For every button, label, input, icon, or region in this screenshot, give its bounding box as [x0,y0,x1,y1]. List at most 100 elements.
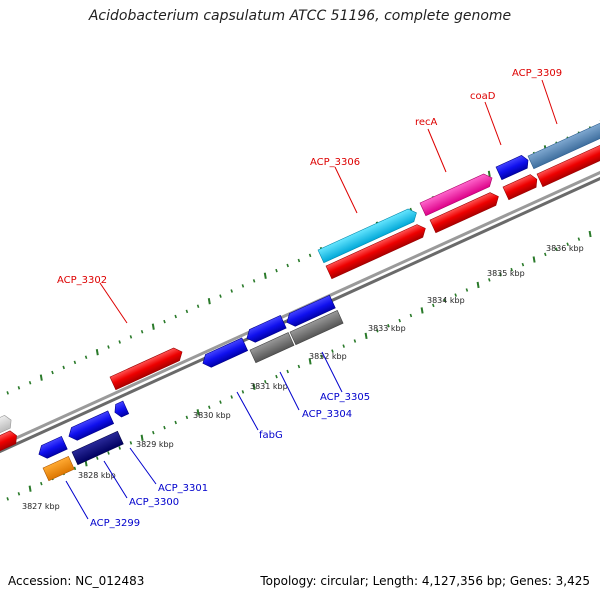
gene-arrow-red-1[interactable] [325,222,428,280]
leader-line [129,447,157,485]
tick-mark-major [151,323,155,330]
leader-line [321,351,343,393]
tick-track-lower [6,230,592,501]
tick-label: 3834 kbp [427,296,465,305]
tick-track-upper [6,120,600,395]
gene-arrow-fabg[interactable] [200,337,249,370]
gene-arrow-acp-3304[interactable] [244,315,287,344]
tick-mark-minor [566,242,569,246]
tick-label: 3832 kbp [309,352,347,361]
tick-mark-major [207,298,211,305]
tick-label: 3831 kbp [250,382,288,391]
tick-mark-minor [28,380,32,385]
gene-arrow-acp-3305[interactable] [284,294,336,328]
tick-mark-minor [353,339,357,343]
tick-mark-minor [118,446,121,450]
tick-mark-major [196,409,200,416]
gene-label-acp-3302[interactable]: ACP_3302 [57,275,107,286]
tick-mark-minor [17,492,21,496]
tick-mark-minor [488,278,491,282]
tick-mark-minor [320,354,323,359]
tick-mark-minor [196,304,200,309]
tick-mark-minor [342,344,345,348]
tick-mark-minor [577,237,581,241]
leader-line [279,371,300,411]
tick-mark-minor [387,323,390,328]
leader-line [103,460,128,499]
tick-mark-minor [129,335,133,339]
gene-arrow-red-2[interactable] [429,190,501,234]
tick-mark-major [420,307,424,314]
tick-mark-major [487,170,491,178]
gene-arrow-acp-3306[interactable] [317,206,419,264]
gene-arrow-acp-3300[interactable] [71,430,124,466]
gene-label-acp-3305[interactable]: ACP_3305 [320,392,370,403]
genome-summary-text: Topology: circular; Length: 4,127,356 bp… [260,574,590,588]
tick-mark-major [39,374,43,381]
gene-label-coad[interactable]: coaD [470,91,496,102]
tick-mark-major [140,434,144,441]
gene-arrow-left-red[interactable] [0,429,19,454]
leader-line [65,480,89,520]
gene-labels: ACP_3302 ACP_3306 recA coaD ACP_3309 fab… [57,68,562,529]
tick-mark-minor [219,400,222,404]
tick-mark-minor [286,369,289,374]
gene-arrow-acp-3301[interactable] [66,410,115,443]
tick-mark-minor [140,330,144,334]
leader-line [541,79,558,125]
tick-mark-minor [230,289,233,293]
tick-mark-major [263,272,267,279]
tick-mark-major [588,230,592,238]
tick-mark-minor [163,425,166,430]
tick-mark-minor [555,247,558,252]
tick-mark-minor [185,415,189,420]
gene-label-acp-3299[interactable]: ACP_3299 [90,518,140,529]
gene-label-acp-3300[interactable]: ACP_3300 [129,497,179,508]
gene-arrow-red-4[interactable] [536,140,600,188]
genome-title: Acidobacterium capsulatum ATCC 51196, co… [88,8,512,24]
tick-mark-minor [241,284,245,288]
tick-mark-minor [286,263,289,268]
gene-label-acp-3301[interactable]: ACP_3301 [158,483,208,494]
tick-mark-minor [96,456,99,460]
gene-arrow-acp-3309[interactable] [527,120,600,170]
gene-label-acp-3309[interactable]: ACP_3309 [512,68,562,79]
gene-label-fabg[interactable]: fabG [259,430,283,441]
gene-label-reca[interactable]: recA [415,117,438,128]
tick-mark-minor [174,314,177,319]
gene-arrow-acp-3299[interactable] [42,455,75,482]
leader-line [334,166,358,214]
tick-mark-minor [521,262,525,267]
tick-mark-minor [40,481,43,486]
tick-mark-minor [454,293,457,297]
tick-mark-minor [510,267,513,272]
tick-mark-minor [275,268,278,273]
gene-arrow-left-light[interactable] [0,414,14,436]
tick-labels: 3827 kbp 3828 kbp 3829 kbp 3830 kbp 3831… [22,244,584,511]
tick-mark-minor [208,405,211,409]
accession-text: Accession: NC_012483 [8,574,145,588]
leader-lines [65,79,558,520]
gene-arrow-grey-2[interactable] [289,310,344,346]
gene-arrow-grey-1[interactable] [249,332,295,364]
leader-line [99,282,128,324]
tick-mark-minor [107,345,110,349]
tick-mark-minor [185,309,189,314]
gene-arrow-blue-small[interactable] [112,400,130,419]
tick-mark-major [95,348,99,356]
tick-label: 3835 kbp [487,269,525,278]
gene-arrow-coad[interactable] [495,154,531,181]
gene-label-acp-3306[interactable]: ACP_3306 [310,157,360,168]
tick-mark-minor [432,303,435,308]
gene-arrow-blue-a[interactable] [36,435,68,460]
gene-label-acp-3304[interactable]: ACP_3304 [302,409,352,420]
tick-mark-minor [73,466,77,471]
tick-mark-minor [73,360,77,365]
gene-arrow-red-3[interactable] [502,173,540,201]
tick-mark-major [308,358,312,365]
tick-mark-minor [499,273,502,277]
tick-label: 3836 kbp [546,244,584,253]
gene-arrow-acp-3302[interactable] [109,345,185,391]
gene-arrow-reca[interactable] [419,171,495,217]
